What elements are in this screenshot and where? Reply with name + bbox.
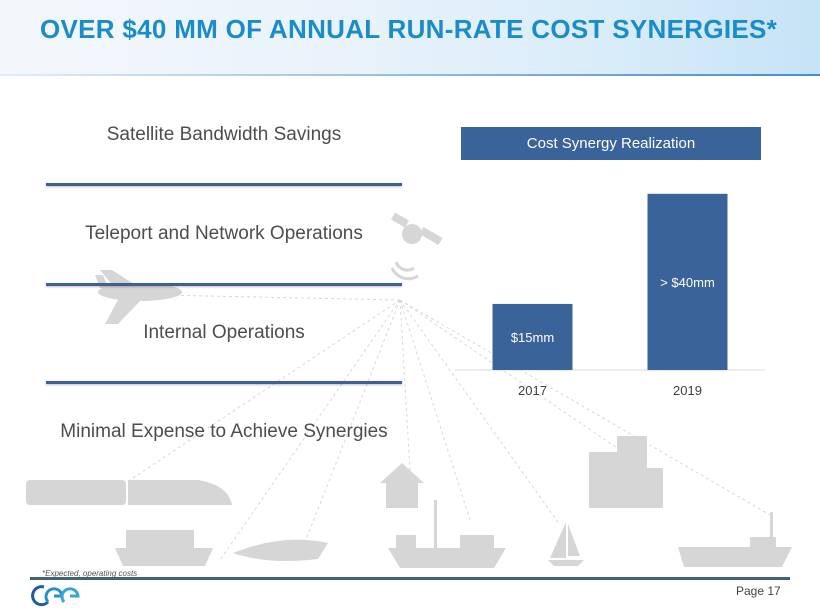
cost-synergy-bar-chart: $15mm 2017 > $40mm 2019: [455, 193, 765, 398]
footer-divider: [30, 577, 790, 580]
item-internal-operations: Internal Operations: [143, 322, 305, 343]
train-icon: [26, 480, 232, 505]
divider-1: [46, 183, 402, 186]
sailboat-icon: [548, 522, 584, 566]
chart-title: Cost Synergy Realization: [461, 127, 761, 160]
tanker-ship-icon: [678, 512, 792, 567]
yacht-icon: [233, 539, 328, 561]
item-satellite-bandwidth-savings: Satellite Bandwidth Savings: [106, 124, 342, 145]
x-tick-label-2017: 2017: [518, 383, 547, 398]
gee-logo: [31, 585, 80, 607]
cargo-ship-icon: [388, 500, 506, 568]
slide-title: OVER $40 MM OF ANNUAL RUN-RATE COST SYNE…: [40, 14, 778, 44]
bar-2019: [647, 193, 728, 370]
signal-lines: [129, 294, 771, 561]
header-banner: [0, 0, 820, 76]
divider-2: [46, 283, 402, 286]
airplane-icon: [95, 270, 182, 324]
cruise-ship-icon: [115, 530, 213, 566]
house-icon: [380, 463, 424, 508]
divider-3: [46, 381, 402, 384]
item-teleport-network-operations: Teleport and Network Operations: [85, 223, 363, 244]
footnote: *Expected, operating costs: [42, 569, 138, 578]
bar-2017: [492, 303, 573, 370]
data-label-2017: $15mm: [511, 330, 554, 345]
page-number: Page 17: [736, 584, 781, 598]
data-label-2019: > $40mm: [660, 275, 715, 290]
satellite-icon: [390, 212, 443, 281]
x-tick-label-2019: 2019: [673, 383, 702, 398]
item-minimal-expense: Minimal Expense to Achieve Synergies: [60, 421, 388, 442]
office-building-icon: [589, 436, 663, 508]
